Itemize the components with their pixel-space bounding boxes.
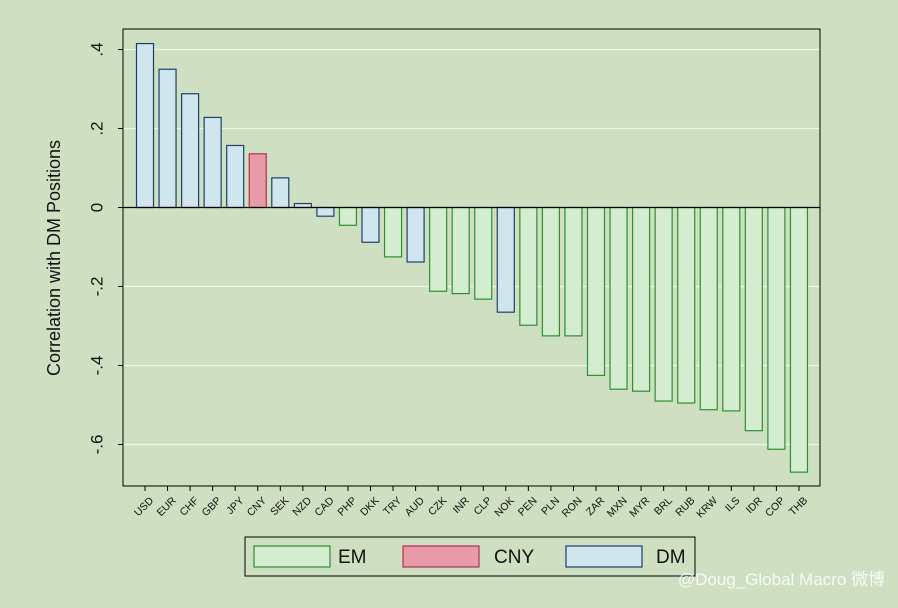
legend-label-cny: CNY xyxy=(494,547,534,568)
x-tick-label-clp: CLP xyxy=(472,495,495,518)
x-tick-label-krw: KRW xyxy=(694,495,720,521)
y-axis-ticks: .4 .2 0 -.2 -.4 -.6 xyxy=(87,42,123,454)
x-tick-label-mxn: MXN xyxy=(605,495,630,520)
x-tick-label-czk: CZK xyxy=(426,495,449,518)
bar-mxn xyxy=(609,206,628,390)
x-tick-label-eur: EUR xyxy=(155,494,179,518)
bar-gbp xyxy=(203,116,222,209)
legend-box xyxy=(244,536,696,577)
x-tick-label-cny: CNY xyxy=(245,495,269,519)
bar-clp xyxy=(474,206,493,300)
y-tick-label: .4 xyxy=(87,42,106,56)
bar-sek xyxy=(271,177,290,209)
x-tick-label-nok: NOK xyxy=(492,495,517,520)
y-tick-label: 0 xyxy=(87,203,106,212)
x-tick-label-myr: MYR xyxy=(627,494,652,519)
y-tick-label: -.4 xyxy=(87,356,106,376)
bar-jpy xyxy=(226,144,245,209)
legend-swatch-em xyxy=(253,545,331,568)
bar-dkk xyxy=(361,206,380,243)
plot-frame xyxy=(122,28,821,487)
bar-php xyxy=(338,206,358,226)
legend-label-em: EM xyxy=(338,547,367,568)
legend-label-dm: DM xyxy=(656,547,686,568)
bar-czk xyxy=(429,206,448,292)
plot-border xyxy=(122,28,821,487)
bar-pln xyxy=(541,206,561,337)
bar-try xyxy=(383,206,403,258)
watermark-text: @Doug_Global Macro 微博 xyxy=(678,570,885,589)
x-tick-label-zar: ZAR xyxy=(584,494,608,518)
y-tick-label: .2 xyxy=(87,121,106,135)
x-tick-label-aud: AUD xyxy=(403,494,427,518)
x-tick-label-inr: INR xyxy=(451,494,473,516)
x-tick-label-usd: USD xyxy=(132,494,156,518)
x-tick-label-sek: SEK xyxy=(268,495,291,518)
bar-ron xyxy=(564,206,583,337)
x-tick-label-php: PHP xyxy=(335,495,359,519)
bar-inr xyxy=(451,206,470,295)
x-tick-label-ils: ILS xyxy=(723,495,743,515)
x-tick-label-pln: PLN xyxy=(539,495,562,518)
bar-thb xyxy=(789,206,809,473)
bar-cad xyxy=(316,206,335,217)
x-tick-label-cad: CAD xyxy=(312,494,336,518)
x-tick-label-gbp: GBP xyxy=(200,495,224,519)
x-tick-label-ron: RON xyxy=(560,495,585,520)
bar-zar xyxy=(586,206,606,376)
bar-usd xyxy=(135,42,155,209)
x-tick-label-thb: THB xyxy=(787,495,810,518)
x-tick-label-cop: COP xyxy=(763,495,788,520)
x-tick-label-nzd: NZD xyxy=(290,494,314,518)
legend: EM CNY DM xyxy=(244,536,696,577)
legend-swatch-dm xyxy=(565,545,643,568)
bar-chf xyxy=(181,93,200,209)
x-tick-label-try: TRY xyxy=(381,495,404,518)
bar-eur xyxy=(158,68,177,209)
x-tick-label-idr: IDR xyxy=(744,494,766,516)
bar-cop xyxy=(767,206,786,450)
x-tick-label-jpy: JPY xyxy=(224,495,246,517)
x-tick-label-brl: BRL xyxy=(652,495,675,518)
x-tick-label-pen: PEN xyxy=(516,495,540,519)
y-axis-label: Correlation with DM Positions xyxy=(44,140,64,376)
bar-krw xyxy=(699,206,718,411)
bar-nok xyxy=(496,206,515,313)
bar-pen xyxy=(519,206,538,326)
bar-ils xyxy=(722,206,741,412)
bar-rub xyxy=(677,206,696,404)
bar-aud xyxy=(406,206,425,263)
bar-brl xyxy=(654,206,673,402)
x-tick-label-rub: RUB xyxy=(673,495,697,519)
legend-swatch-cny xyxy=(402,545,480,568)
bar-myr xyxy=(631,206,651,392)
y-tick-label: -.6 xyxy=(87,435,106,455)
bars xyxy=(135,42,809,473)
bar-cny xyxy=(248,153,267,209)
x-tick-label-chf: CHF xyxy=(178,495,202,519)
y-tick-label: -.2 xyxy=(87,277,106,297)
x-tick-label-dkk: DKK xyxy=(358,495,382,519)
bar-idr xyxy=(744,206,763,432)
